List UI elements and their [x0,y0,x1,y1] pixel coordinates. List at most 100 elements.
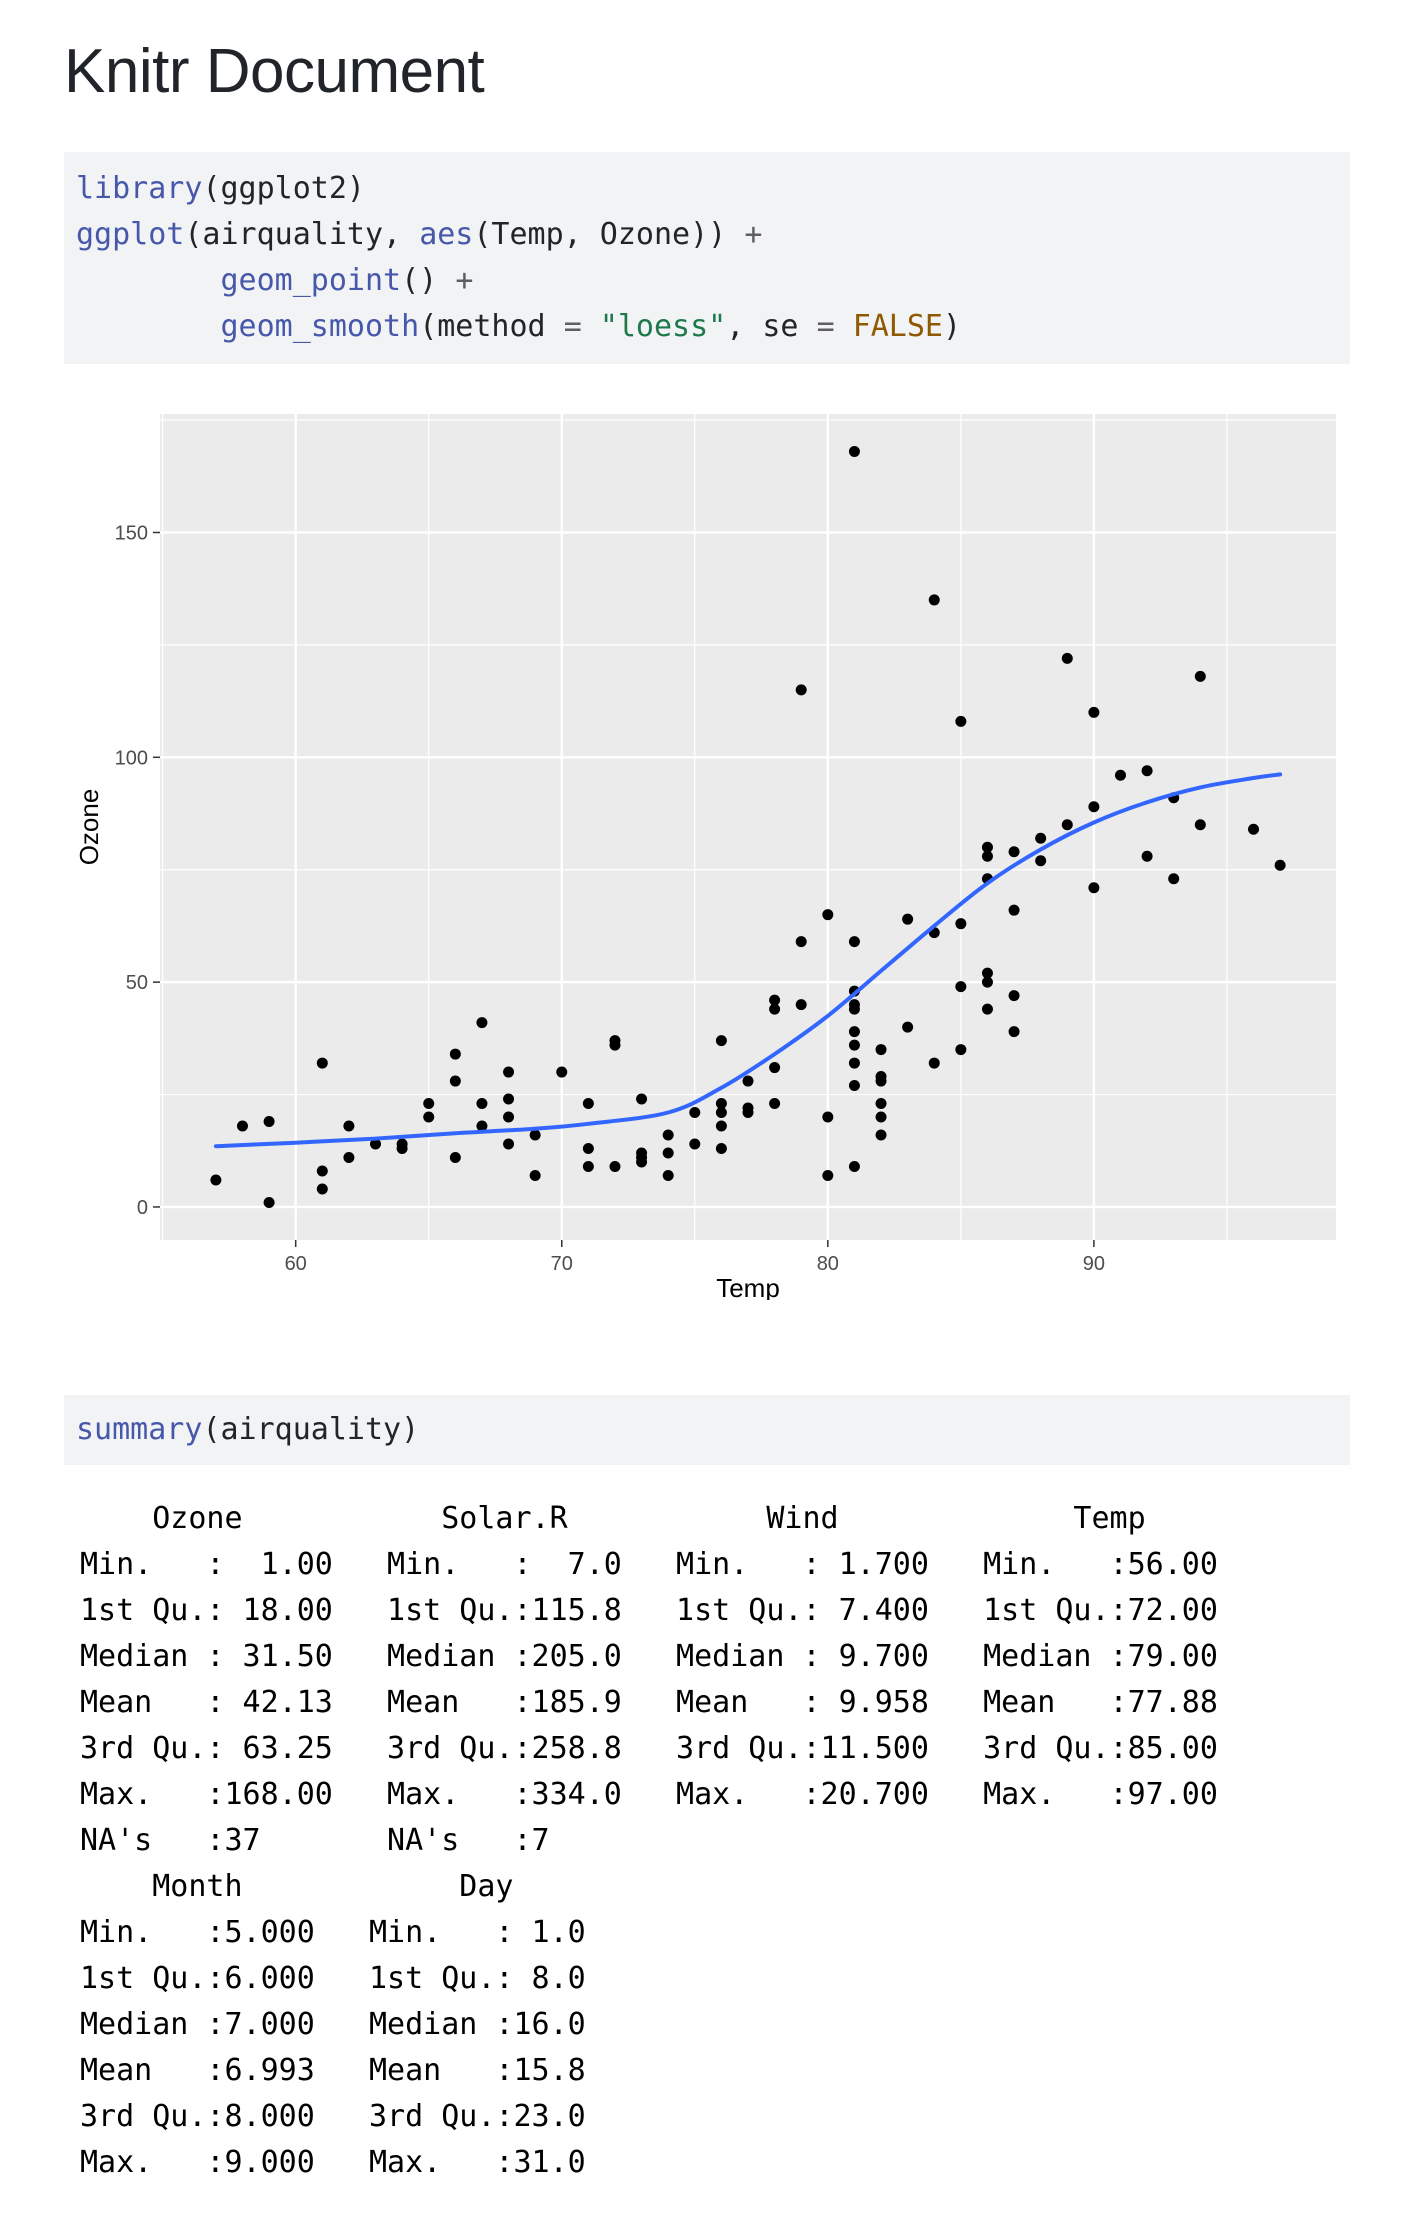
y-tick-label: 150 [115,522,148,544]
data-point [316,1183,328,1195]
code-line-1: library(ggplot2) [76,166,1338,212]
data-point [1194,670,1206,682]
data-point [1061,652,1073,664]
data-point [848,1026,860,1038]
summary-output: Ozone Solar.R Wind Temp Min. : 1.00 Min.… [80,1496,1254,2186]
code-chunk-summary: summary(airquality) [64,1395,1350,1465]
data-point [689,1107,701,1119]
code-indent [76,263,221,298]
data-point [1035,832,1047,844]
data-point [715,1120,727,1132]
data-point [1141,765,1153,777]
output-line: 3rd Qu.: 63.25 3rd Qu.:258.8 3rd Qu.:11.… [80,1731,1254,1766]
data-point [449,1048,461,1060]
data-point [1035,855,1047,867]
output-line: 1st Qu.:6.000 1st Qu.: 8.0 [80,1961,622,1996]
code-line-3: geom_point() + [76,258,1338,304]
data-point [343,1151,355,1163]
data-point [662,1169,674,1181]
data-point [715,1035,727,1047]
document-title: Knitr Document [64,37,485,106]
code-line-summary: summary(airquality) [76,1407,1338,1453]
data-point [662,1129,674,1141]
x-tick-label: 80 [817,1253,839,1275]
data-point [981,1003,993,1015]
code-text: (ggplot2) [202,171,365,206]
data-point [316,1165,328,1177]
data-point [503,1138,515,1150]
data-point [795,936,807,948]
code-operator: = [816,309,835,344]
data-point [582,1160,594,1172]
data-point [822,1169,834,1181]
data-point [1088,706,1100,718]
y-tick-label: 0 [137,1197,148,1219]
data-point [955,715,967,727]
code-text: (Temp, Ozone)) [473,217,745,252]
data-point [476,1098,488,1110]
code-fn: aes [419,217,474,252]
data-point [848,1039,860,1051]
data-point [662,1147,674,1159]
data-point [769,1003,781,1015]
data-point [236,1120,248,1132]
data-point [955,918,967,930]
data-point [1008,990,1020,1002]
output-line: Mean :6.993 Mean :15.8 [80,2053,622,2088]
data-point [848,1080,860,1092]
data-point [848,1160,860,1172]
data-point [822,909,834,921]
code-boolean: FALSE [852,309,943,344]
output-line: Median : 31.50 Median :205.0 Median : 9.… [80,1639,1254,1674]
output-line: 3rd Qu.:8.000 3rd Qu.:23.0 [80,2099,622,2134]
code-text: , se [726,309,817,344]
output-line: Ozone Solar.R Wind Temp [80,1501,1236,1536]
data-point [715,1107,727,1119]
data-point [1088,882,1100,894]
loess-smooth-line [213,772,1283,1149]
data-point [529,1129,541,1141]
data-point [875,1044,887,1056]
code-fn: geom_smooth [220,309,420,344]
data-point [476,1017,488,1029]
data-point [556,1066,568,1078]
data-point [875,1098,887,1110]
data-point [848,1003,860,1015]
data-point [1088,801,1100,813]
data-point [715,1098,727,1110]
data-point [609,1160,621,1172]
code-text: ) [943,309,962,344]
data-point [742,1075,754,1087]
data-point [1008,904,1020,916]
data-point [1114,769,1126,781]
data-point [449,1075,461,1087]
data-point [769,1062,781,1074]
data-point [343,1120,355,1132]
code-fn: library [76,171,203,206]
data-point [1141,850,1153,862]
data-point [449,1151,461,1163]
code-string: "loess" [599,309,727,344]
data-point [955,981,967,993]
data-point [503,1093,515,1105]
output-line: Max. :168.00 Max. :334.0 Max. :20.700 Ma… [80,1777,1254,1812]
code-operator: + [455,263,474,298]
data-point [981,967,993,979]
code-text: (method [419,309,564,344]
code-operator: = [563,309,582,344]
data-point [396,1142,408,1154]
scatter-chart: 60 70 80 90 0 50 100 150 Temp Ozone [74,414,1336,1300]
code-line-2: ggplot(airquality, aes(Temp, Ozone)) + [76,212,1338,258]
data-point [742,1107,754,1119]
data-point [423,1111,435,1123]
data-point [981,841,993,853]
output-line: Median :7.000 Median :16.0 [80,2007,622,2042]
output-line: Mean : 42.13 Mean :185.9 Mean : 9.958 Me… [80,1685,1254,1720]
grid-major [160,414,1336,1240]
code-text: (airquality, [184,217,420,252]
output-line: Month Day [80,1869,622,1904]
data-point [769,994,781,1006]
data-point [769,1098,781,1110]
data-point [636,1156,648,1168]
output-line: Max. :9.000 Max. :31.0 [80,2145,622,2180]
